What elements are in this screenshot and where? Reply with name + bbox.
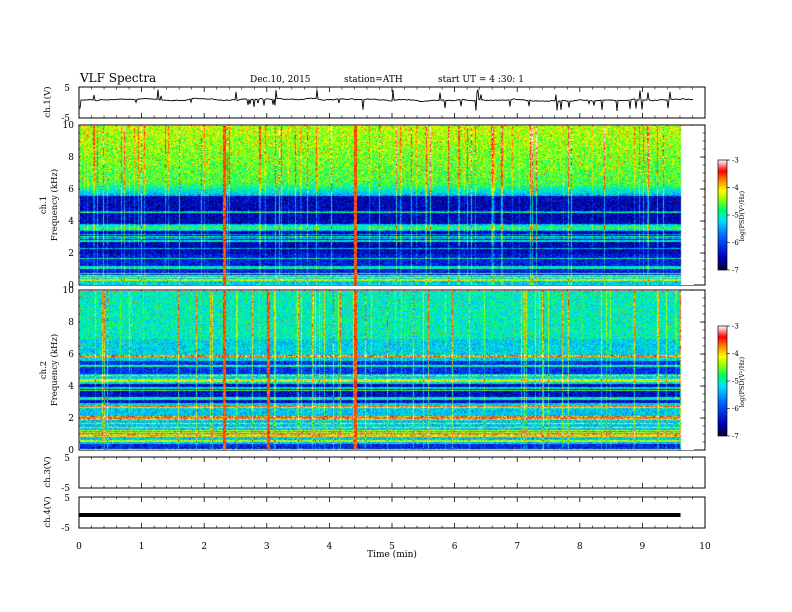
freq-tick-label: 0 — [68, 281, 74, 291]
ch4-ytick-top: 5 — [64, 494, 70, 504]
freq-tick-label: 6 — [68, 350, 74, 360]
ch4-waveform-trace — [79, 513, 681, 517]
ch1-waveform-trace — [79, 88, 694, 111]
ch2-spec-ylabel: Frequency (kHz) — [49, 334, 60, 406]
header-date: Dec.10, 2015 — [250, 75, 311, 85]
x-tick-label: 1 — [139, 542, 145, 552]
freq-tick-label: 2 — [68, 414, 74, 424]
ch3-ytick-bottom: -5 — [61, 484, 70, 494]
x-axis-label: Time (min) — [367, 549, 417, 560]
x-tick-label: 6 — [452, 542, 458, 552]
freq-tick-label: 4 — [68, 382, 74, 392]
ch2-colorbar: -3 -4 -5 -6 -7 log(PSD(V²/Hz) — [717, 323, 746, 441]
ch1-ytick-bottom: -5 — [61, 114, 70, 124]
ch1-spec-ylabel: Frequency (kHz) — [49, 169, 60, 241]
colorbar-tick-label: -7 — [732, 267, 739, 275]
figure-title: VLF Spectra — [79, 71, 156, 85]
ch2-spec-channel-label: ch.2 — [39, 361, 49, 379]
freq-tick-label: 4 — [68, 217, 74, 227]
ch2-colorbar-label: log(PSD(V²/Hz) — [738, 356, 746, 407]
colorbar-tick-label: -6 — [732, 239, 739, 247]
freq-tick-label: 8 — [68, 153, 74, 163]
x-tick-label: 2 — [201, 542, 207, 552]
ch3-waveform-ylabel: ch.3(V) — [42, 456, 53, 487]
colorbar-tick-label: -7 — [732, 433, 739, 441]
freq-tick-label: 6 — [68, 185, 74, 195]
ch1-spec-channel-label: ch.1 — [39, 196, 49, 214]
x-tick-label: 4 — [327, 542, 333, 552]
x-tick-label: 3 — [264, 542, 270, 552]
ch1-colorbar-bar — [717, 159, 728, 271]
ch4-ytick-bottom: -5 — [61, 524, 70, 534]
freq-tick-label: 10 — [63, 286, 75, 296]
colorbar-tick-label: -4 — [732, 184, 739, 192]
freq-tick-label: 10 — [63, 121, 75, 131]
colorbar-tick-label: -5 — [732, 378, 739, 386]
header-station: station=ATH — [344, 75, 403, 85]
ch2-spectrogram-heatmap — [80, 291, 694, 450]
ch1-waveform-ylabel: ch.1(V) — [42, 86, 53, 117]
ch1-colorbar-label: log(PSD(V²/Hz) — [738, 190, 746, 241]
header-start-ut: start UT = 4 :30: 1 — [438, 75, 524, 85]
freq-tick-label: 0 — [68, 446, 74, 456]
x-tick-label: 10 — [699, 542, 711, 552]
colorbar-tick-label: -6 — [732, 405, 739, 413]
x-tick-label: 7 — [514, 542, 520, 552]
ch1-ytick-top: 5 — [64, 84, 70, 94]
ch3-ytick-top: 5 — [64, 454, 70, 464]
ch2-colorbar-bar — [717, 325, 728, 437]
colorbar-tick-label: -3 — [732, 323, 739, 331]
colorbar-tick-label: -4 — [732, 350, 739, 358]
ch1-colorbar: -3 -4 -5 -6 -7 log(PSD(V²/Hz) — [717, 157, 746, 275]
x-tick-label: 0 — [76, 542, 82, 552]
ch4-waveform-ylabel: ch.4(V) — [42, 496, 53, 527]
freq-tick-label: 2 — [68, 249, 74, 259]
x-tick-label: 9 — [640, 542, 646, 552]
colorbar-tick-label: -3 — [732, 157, 739, 165]
x-tick-label: 8 — [577, 542, 583, 552]
colorbar-tick-label: -5 — [732, 212, 739, 220]
ch1-spectrogram-heatmap — [80, 126, 694, 285]
freq-tick-label: 8 — [68, 318, 74, 328]
x-tick-label: 5 — [389, 542, 395, 552]
